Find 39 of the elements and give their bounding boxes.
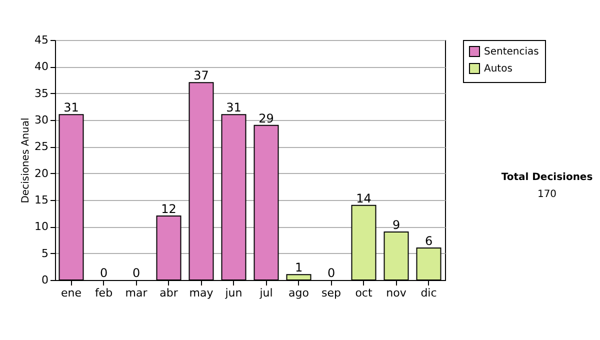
data-label: 29: [258, 111, 274, 126]
y-tick-label: 15: [34, 194, 48, 206]
y-tick-label: 45: [34, 34, 48, 46]
y-tick-label: 10: [34, 220, 48, 234]
legend-label: Sentencias: [484, 46, 539, 58]
x-tick-label: jul: [258, 286, 273, 300]
data-label: 0: [132, 266, 140, 280]
y-tick-label: 0: [42, 274, 48, 286]
data-label: 1: [294, 260, 303, 275]
text: Total Decisiones: [500, 172, 594, 183]
y-tick-label: 5: [42, 246, 48, 260]
data-label: 12: [161, 202, 176, 216]
data-label: 37: [194, 68, 209, 83]
y-tick-label: 40: [34, 60, 48, 74]
y-tick-label: 20: [34, 166, 48, 180]
x-tick-label: jun: [224, 286, 242, 300]
data-label: 31: [64, 100, 79, 115]
x-tick-label: ago: [288, 286, 310, 300]
data-label: 6: [424, 234, 433, 248]
data-label: 14: [356, 191, 372, 206]
x-tick-label: sep: [322, 286, 342, 300]
data-label: 31: [226, 100, 242, 115]
x-tick-label: ene: [60, 286, 82, 300]
y-tick-label: 25: [34, 140, 48, 154]
x-tick-label: mar: [125, 286, 148, 300]
x-tick-label: nov: [386, 286, 407, 300]
y-tick-label: 30: [34, 114, 48, 126]
data-label: 9: [392, 218, 400, 232]
x-tick-label: dic: [420, 286, 437, 300]
text: 170: [536, 189, 558, 200]
legend-label: Autos: [484, 64, 512, 74]
x-tick-label: oct: [355, 286, 373, 300]
x-tick-label: may: [189, 286, 214, 300]
x-tick-label: feb: [94, 286, 113, 300]
data-label: 0: [327, 266, 336, 280]
y-axis-title: Decisiones Anual: [20, 118, 32, 204]
y-tick-label: 35: [34, 86, 48, 100]
data-label: 0: [100, 266, 108, 280]
x-tick-label: abr: [160, 286, 178, 300]
